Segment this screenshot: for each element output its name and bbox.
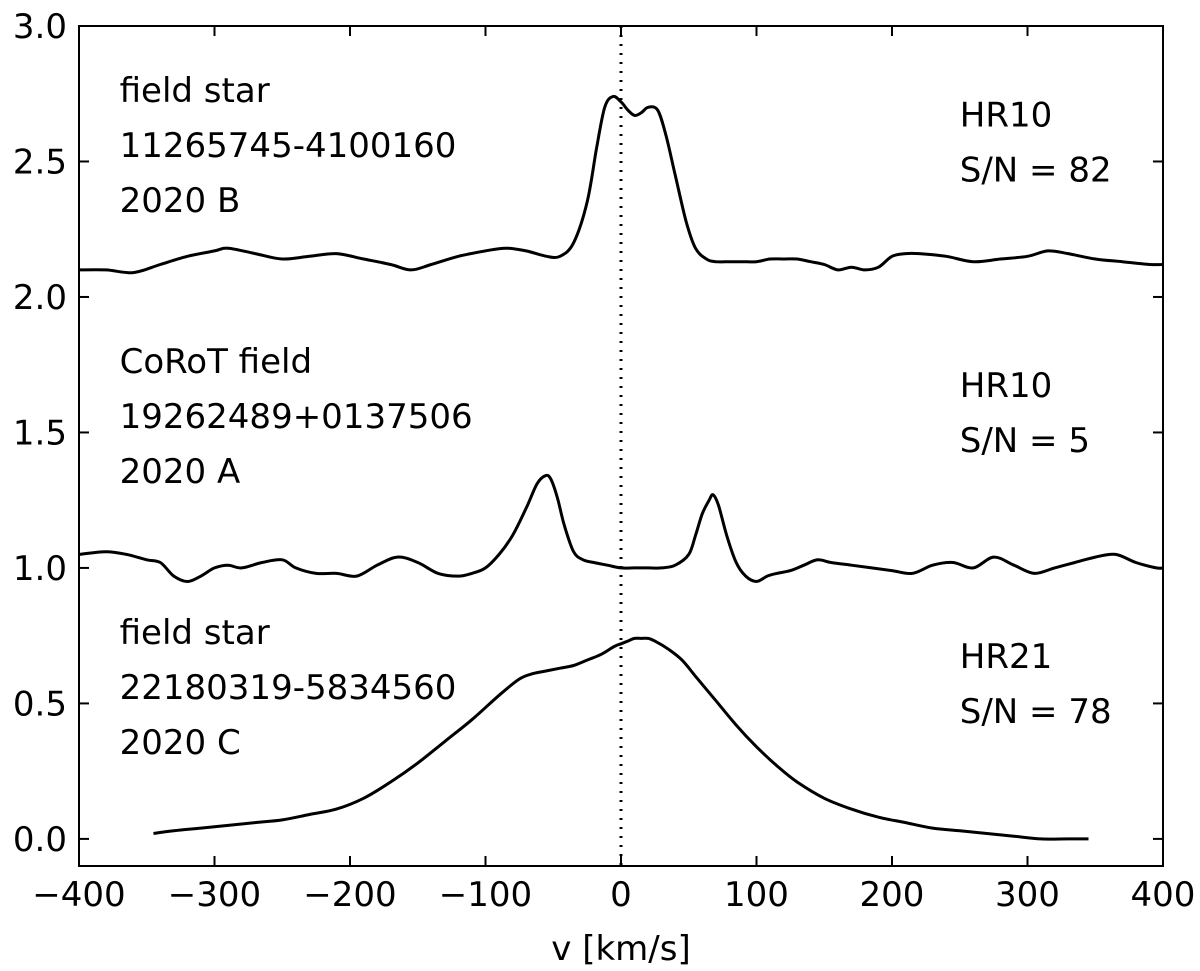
- y-tick-label: 1.5: [13, 413, 67, 453]
- y-tick-label: 0.5: [13, 684, 67, 724]
- x-tick-label: 300: [995, 875, 1060, 915]
- y-tick-label: 2.5: [13, 142, 67, 182]
- annotation-text: 2020 B: [120, 181, 241, 221]
- annotation-text: 2020 C: [120, 723, 241, 763]
- x-tick-label: −400: [32, 875, 125, 915]
- x-tick-label: −100: [439, 875, 532, 915]
- annotation-text: S/N = 78: [960, 692, 1112, 732]
- annotation-text: 2020 A: [120, 452, 241, 492]
- annotation-text: 11265745-4100160: [120, 126, 457, 166]
- annotation-text: HR10: [960, 366, 1052, 406]
- plot-area: [78, 25, 1164, 867]
- y-tick-label: 0.0: [13, 820, 67, 860]
- y-tick-label: 1.0: [13, 549, 67, 589]
- x-axis-title: v [km/s]: [551, 929, 690, 969]
- x-tick-label: 400: [1131, 875, 1196, 915]
- y-tick-label: 3.0: [13, 7, 67, 47]
- y-tick-label: 2.0: [13, 278, 67, 318]
- annotation-layer: −400 −300 −200 −100 0 100 200 300 400 0.0 0.5 1.0 1.…: [13, 7, 1196, 915]
- annotation-text: 19262489+0137506: [120, 397, 473, 437]
- x-tick-label: 200: [860, 875, 925, 915]
- series-line-1: [78, 94, 1164, 275]
- x-tick-label: −300: [168, 875, 261, 915]
- annotation-text: field star: [120, 613, 270, 653]
- annotation-text: HR10: [960, 95, 1052, 135]
- annotation-text: field star: [120, 71, 270, 111]
- x-tick-label: −200: [303, 875, 396, 915]
- series-line-2: [78, 473, 1164, 583]
- annotation-text: 22180319-5834560: [120, 668, 457, 708]
- series-line-3: [153, 636, 1089, 841]
- x-tick-label: 100: [724, 875, 789, 915]
- annotation-text: S/N = 82: [960, 150, 1112, 190]
- annotation-text: CoRoT field: [120, 342, 312, 382]
- annotation-text: HR21: [960, 637, 1052, 677]
- x-tick-label: 0: [610, 875, 632, 915]
- annotation-text: S/N = 5: [960, 421, 1090, 461]
